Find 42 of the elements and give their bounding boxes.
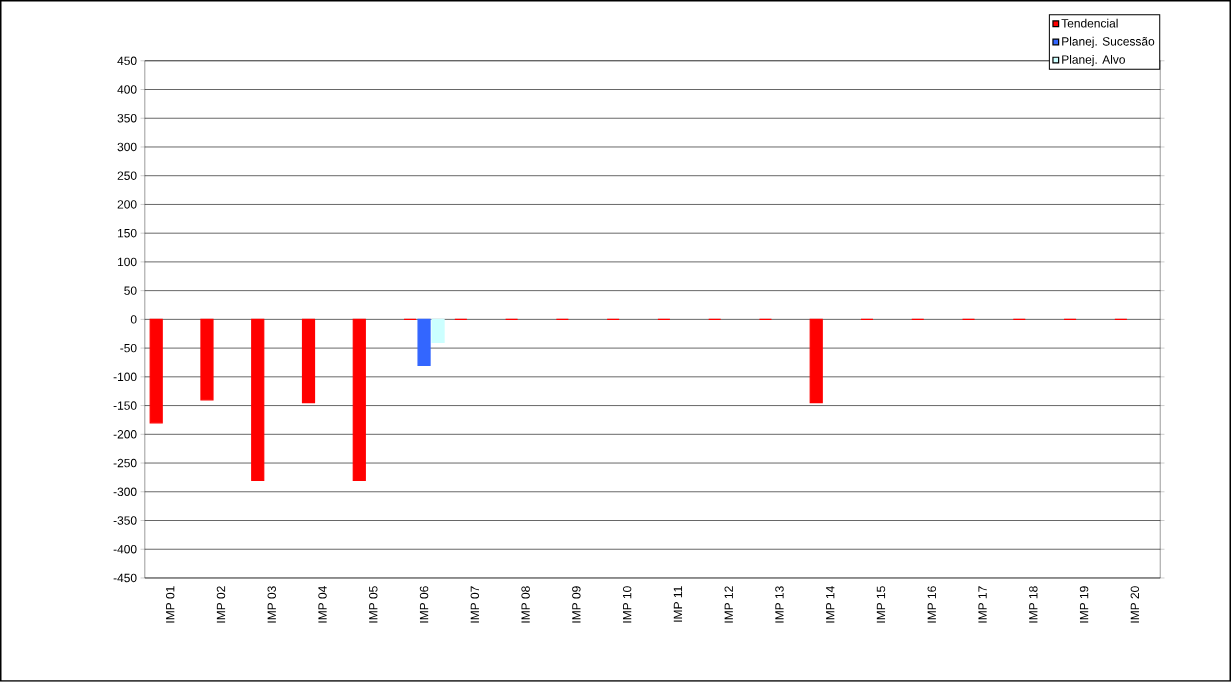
y-tick-label: 0 — [130, 315, 137, 324]
y-tick-label: -400 — [113, 545, 137, 554]
x-tick-label: IMP 14 — [826, 586, 835, 623]
x-tick-label: IMP 06 — [419, 586, 429, 623]
x-tick-label: IMP 09 — [572, 586, 581, 623]
legend-label: Planej. Alvo — [1062, 55, 1125, 67]
y-tick-label: 450 — [117, 56, 137, 66]
x-tick-label: IMP 04 — [318, 586, 327, 623]
y-tick-label: -50 — [120, 343, 137, 353]
x-tick-label: IMP 07 — [470, 586, 480, 623]
x-tick-label: IMP 13 — [775, 586, 784, 623]
x-tick-label: IMP 20 — [1130, 586, 1140, 623]
y-tick-label: -200 — [113, 430, 137, 439]
x-tick-label: IMP 19 — [1079, 586, 1089, 623]
legend-label: Planej. Sucessão — [1062, 36, 1155, 49]
x-tick-label: IMP 15 — [876, 586, 886, 623]
x-tick-label: IMP 05 — [369, 586, 378, 623]
y-tick-label: -300 — [113, 487, 137, 497]
x-tick-label: IMP 18 — [1029, 586, 1038, 623]
x-tick-label: IMP 01 — [165, 586, 175, 623]
y-tick-label: 200 — [117, 200, 137, 209]
x-tick-label: IMP 03 — [267, 586, 276, 623]
y-tick-label: -350 — [113, 516, 137, 525]
y-tick-label: -100 — [113, 372, 137, 382]
y-tick-label: 400 — [117, 85, 137, 94]
x-tick-label: IMP 17 — [978, 586, 987, 623]
x-tick-label: IMP 02 — [216, 586, 226, 623]
x-tick-label: IMP 10 — [622, 586, 632, 623]
y-tick-label: 100 — [117, 257, 137, 267]
y-tick-label: -450 — [113, 573, 137, 583]
x-tick-label: IMP 12 — [724, 586, 733, 623]
y-tick-label: 350 — [117, 114, 137, 123]
x-tick-label: IMP 11 — [673, 586, 683, 622]
y-tick-label: 300 — [117, 142, 137, 152]
y-tick-label: 50 — [124, 286, 137, 295]
y-tick-label: 250 — [117, 171, 137, 181]
y-tick-label: -150 — [113, 401, 137, 410]
x-tick-label: IMP 08 — [521, 586, 530, 623]
legend-label: Tendencial — [1061, 18, 1118, 28]
y-tick-label: -250 — [113, 458, 137, 468]
x-tick-label: IMP 16 — [927, 586, 936, 623]
y-tick-label: 150 — [117, 229, 137, 238]
